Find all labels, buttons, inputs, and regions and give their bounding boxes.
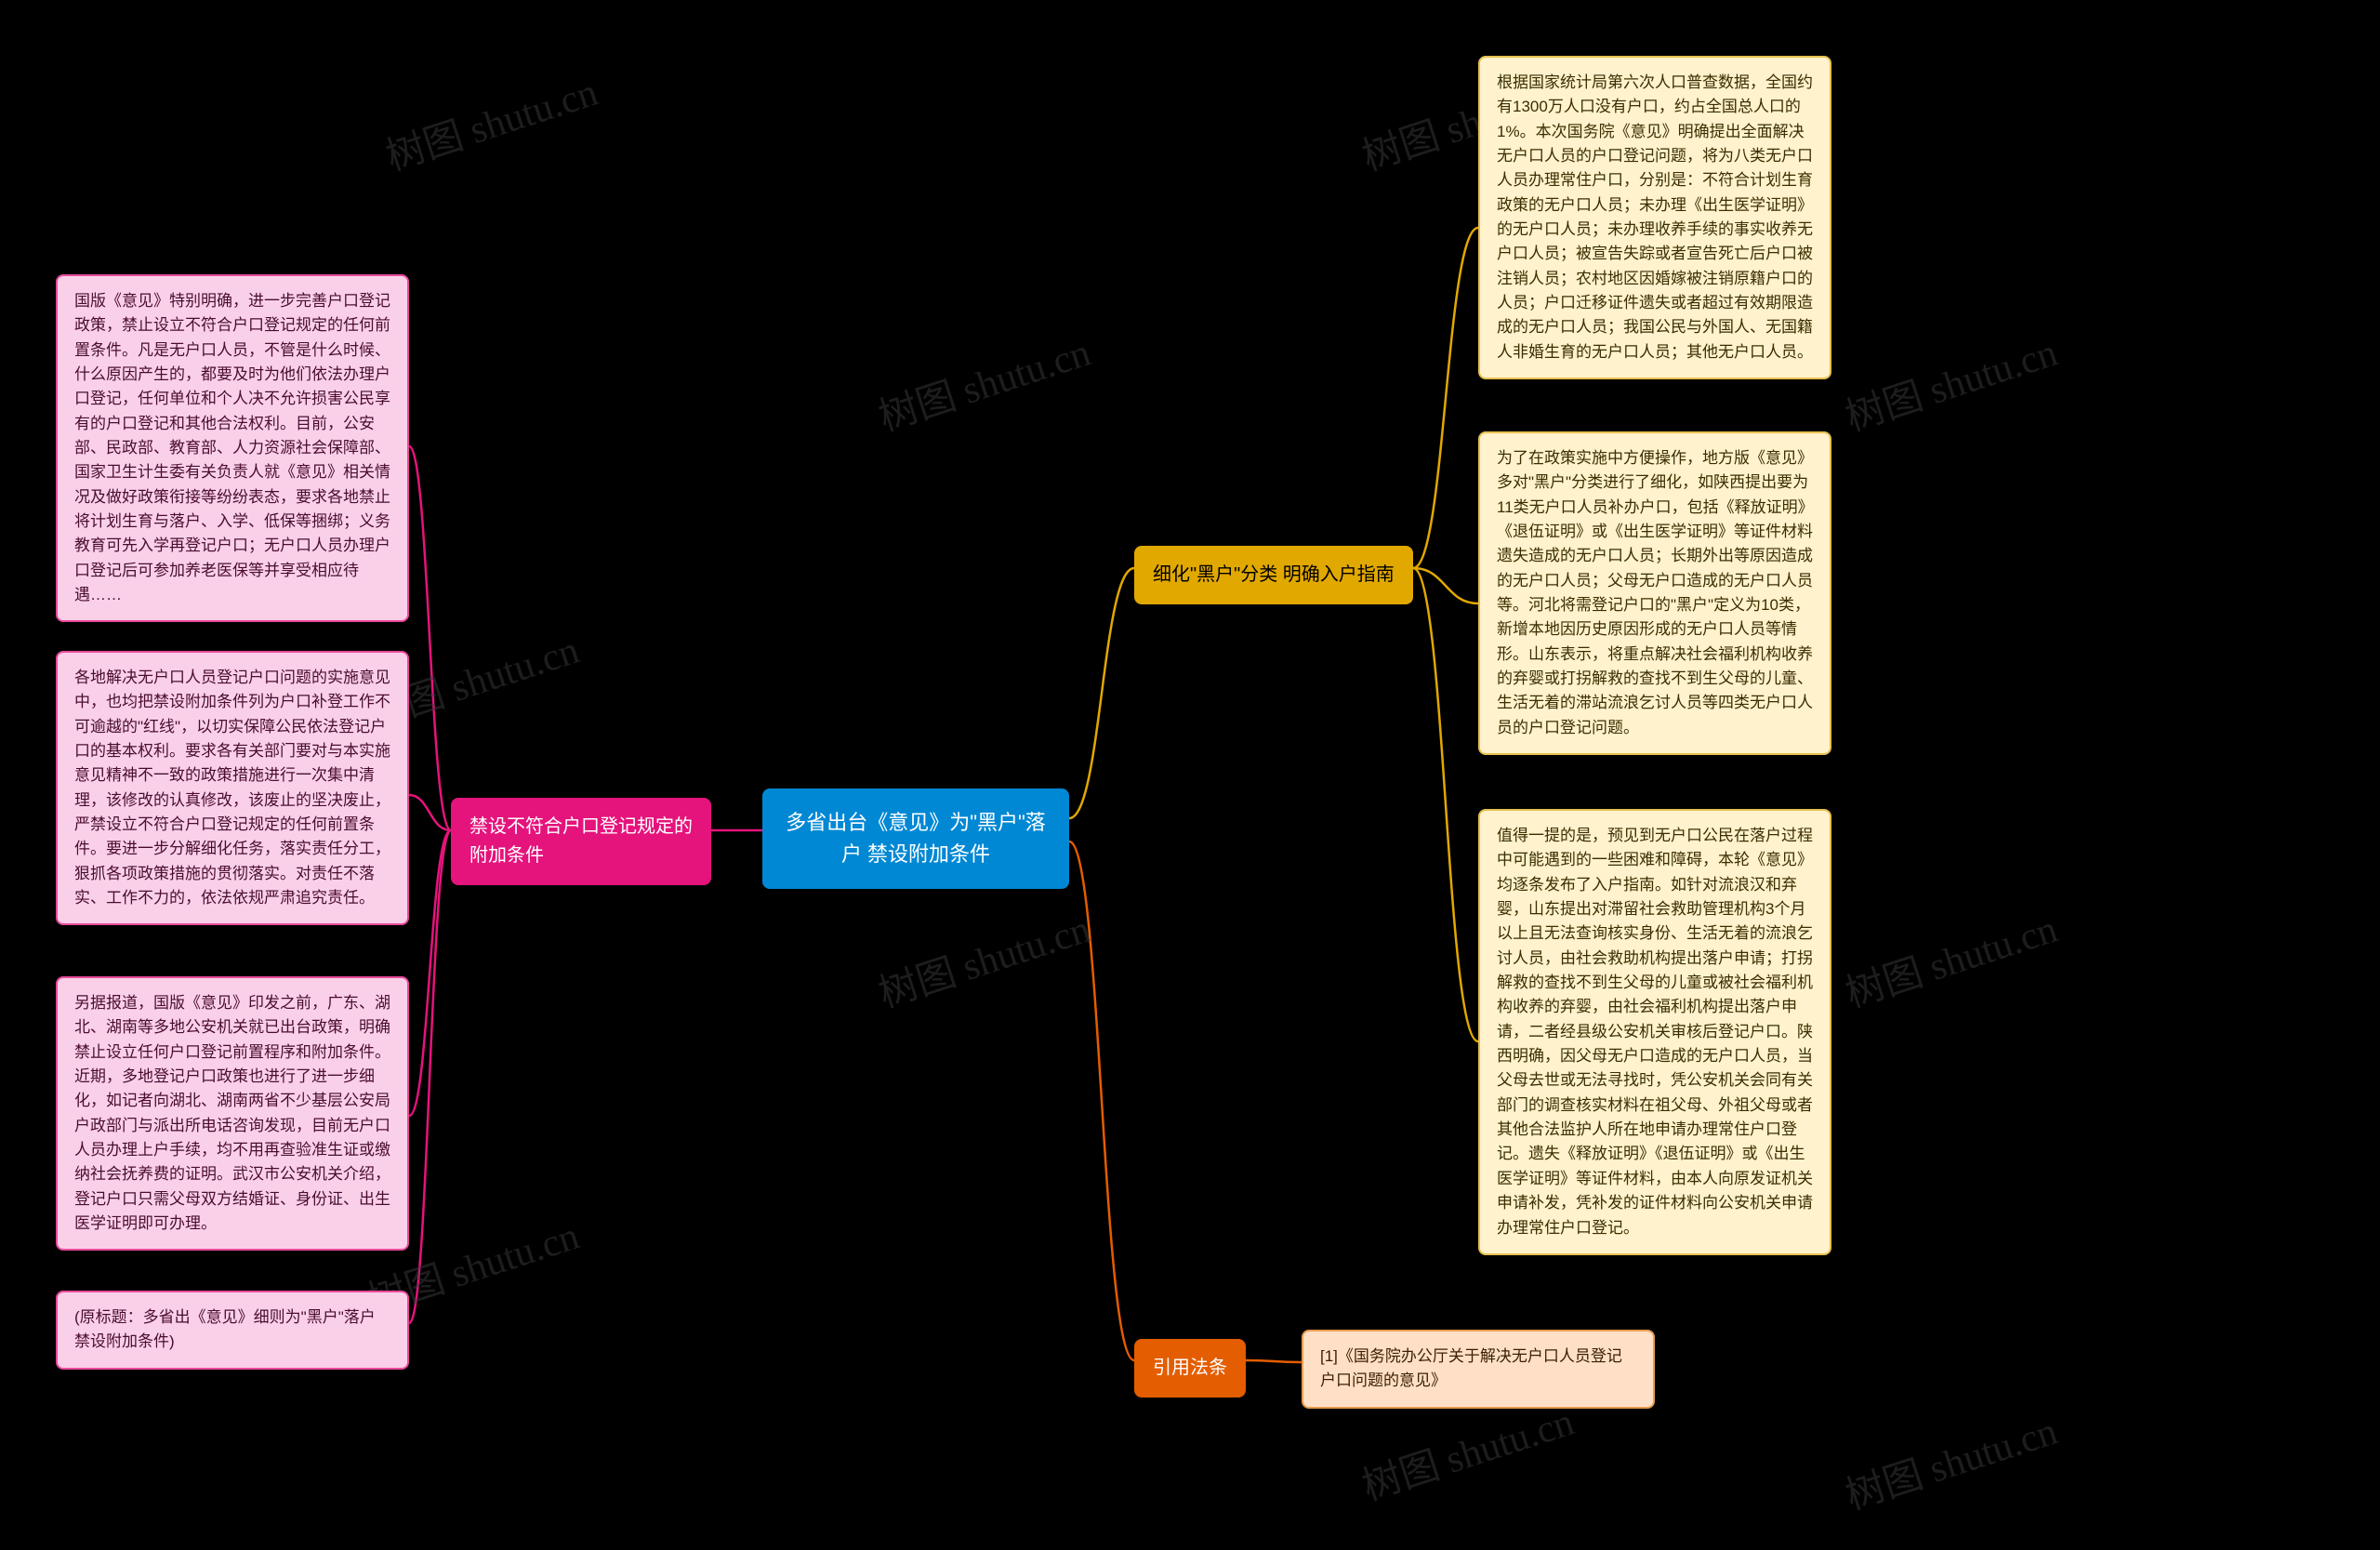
watermark: 树图 shutu.cn [870, 897, 1096, 1019]
leaf-yellow-0[interactable]: 根据国家统计局第六次人口普查数据，全国约有1300万人口没有户口，约占全国总人口… [1478, 56, 1831, 379]
watermark: 树图 shutu.cn [1837, 321, 2063, 443]
leaf-pink-2[interactable]: 另据报道，国版《意见》印发之前，广东、湖北、湖南等多地公安机关就已出台政策，明确… [56, 976, 409, 1251]
branch-yellow[interactable]: 细化"黑户"分类 明确入户指南 [1134, 546, 1413, 604]
leaf-pink-1[interactable]: 各地解决无户口人员登记户口问题的实施意见中，也均把禁设附加条件列为户口补登工作不… [56, 651, 409, 925]
branch-orange[interactable]: 引用法条 [1134, 1339, 1246, 1398]
watermark: 树图 shutu.cn [870, 321, 1096, 443]
leaf-pink-3[interactable]: (原标题：多省出《意见》细则为"黑户"落户 禁设附加条件) [56, 1291, 409, 1370]
branch-pink[interactable]: 禁设不符合户口登记规定的附加条件 [451, 798, 711, 885]
leaf-yellow-1[interactable]: 为了在政策实施中方便操作，地方版《意见》多对"黑户"分类进行了细化，如陕西提出要… [1478, 431, 1831, 755]
watermark: 树图 shutu.cn [1837, 897, 2063, 1019]
leaf-pink-0[interactable]: 国版《意见》特别明确，进一步完善户口登记政策，禁止设立不符合户口登记规定的任何前… [56, 274, 409, 622]
watermark: 树图 shutu.cn [377, 60, 603, 182]
root-node[interactable]: 多省出台《意见》为"黑户"落户 禁设附加条件 [762, 788, 1069, 889]
leaf-orange-0[interactable]: [1]《国务院办公厅关于解决无户口人员登记户口问题的意见》 [1302, 1330, 1655, 1409]
watermark: 树图 shutu.cn [1354, 1390, 1580, 1512]
watermark: 树图 shutu.cn [1837, 1399, 2063, 1521]
leaf-yellow-2[interactable]: 值得一提的是，预见到无户口公民在落户过程中可能遇到的一些困难和障碍，本轮《意见》… [1478, 809, 1831, 1255]
